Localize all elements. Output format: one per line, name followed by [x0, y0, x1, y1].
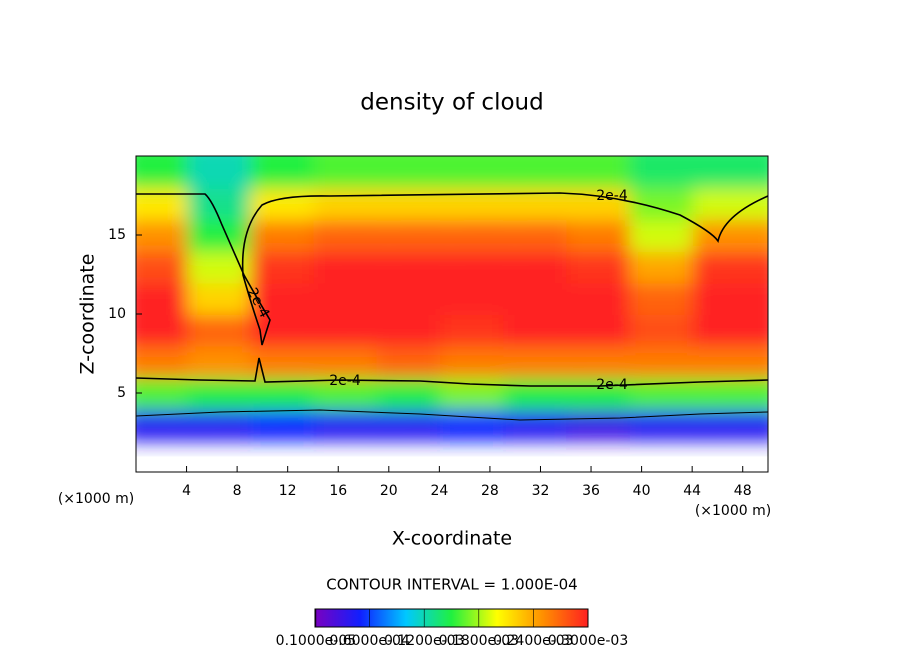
heatmap-cell	[692, 156, 768, 189]
x-tick-label: 28	[481, 483, 499, 499]
heatmap-cell	[692, 344, 768, 379]
x-unit: (×1000 m)	[695, 503, 771, 519]
y-tick-label: 15	[108, 227, 126, 243]
x-tick-label: 8	[233, 483, 242, 499]
x-tick-label: 40	[633, 483, 651, 499]
x-tick-label: 20	[380, 483, 398, 499]
colorbar-tick-label: 0.1200e-03	[384, 633, 464, 649]
heatmap-cell	[692, 313, 768, 347]
contour-label: 2e-4	[596, 377, 628, 393]
colorbar-tick-label: 0.3000e-03	[548, 633, 628, 649]
contour-line	[136, 409, 768, 421]
footer: CONTOUR INTERVAL = 1.000E-04	[326, 576, 577, 594]
x-tick-label: 24	[430, 483, 448, 499]
x-tick-label: 32	[532, 483, 550, 499]
x-tick-label: 44	[683, 483, 701, 499]
heatmap-cell	[692, 186, 768, 221]
y-unit: (×1000 m)	[58, 491, 134, 507]
colorbar	[314, 608, 589, 628]
heatmap-cell	[692, 218, 768, 252]
colorbar-tick-label: 0.2400e-03	[493, 633, 573, 649]
contour-line	[136, 357, 768, 387]
contour-label: 2e-4	[596, 188, 628, 204]
contour-line	[136, 192, 768, 346]
y-tick-label: 10	[108, 306, 126, 322]
x-tick-label: 4	[182, 483, 191, 499]
contours	[136, 192, 768, 421]
colorbar-tick-label: 0.6000e-04	[329, 633, 410, 649]
heatmap-cells	[136, 156, 768, 442]
x-tick-label: 12	[279, 483, 297, 499]
colorbar-tick-label: 0.1000e-05	[276, 633, 356, 649]
heatmap-cell	[692, 281, 768, 315]
y-axis-label: Z-coordinate	[77, 254, 99, 375]
x-tick-label: 16	[329, 483, 347, 499]
heatmap	[136, 156, 768, 442]
contour-label: 2e-4	[329, 373, 361, 389]
y-tick-label: 5	[117, 385, 126, 401]
x-axis-label: X-coordinate	[392, 528, 512, 550]
x-tick-label: 36	[582, 483, 600, 499]
chart-title: density of cloud	[360, 90, 543, 116]
x-tick-label: 48	[734, 483, 752, 499]
colorbar-tick-label: 0.1800e-03	[439, 633, 519, 649]
heatmap-cell	[692, 249, 768, 284]
